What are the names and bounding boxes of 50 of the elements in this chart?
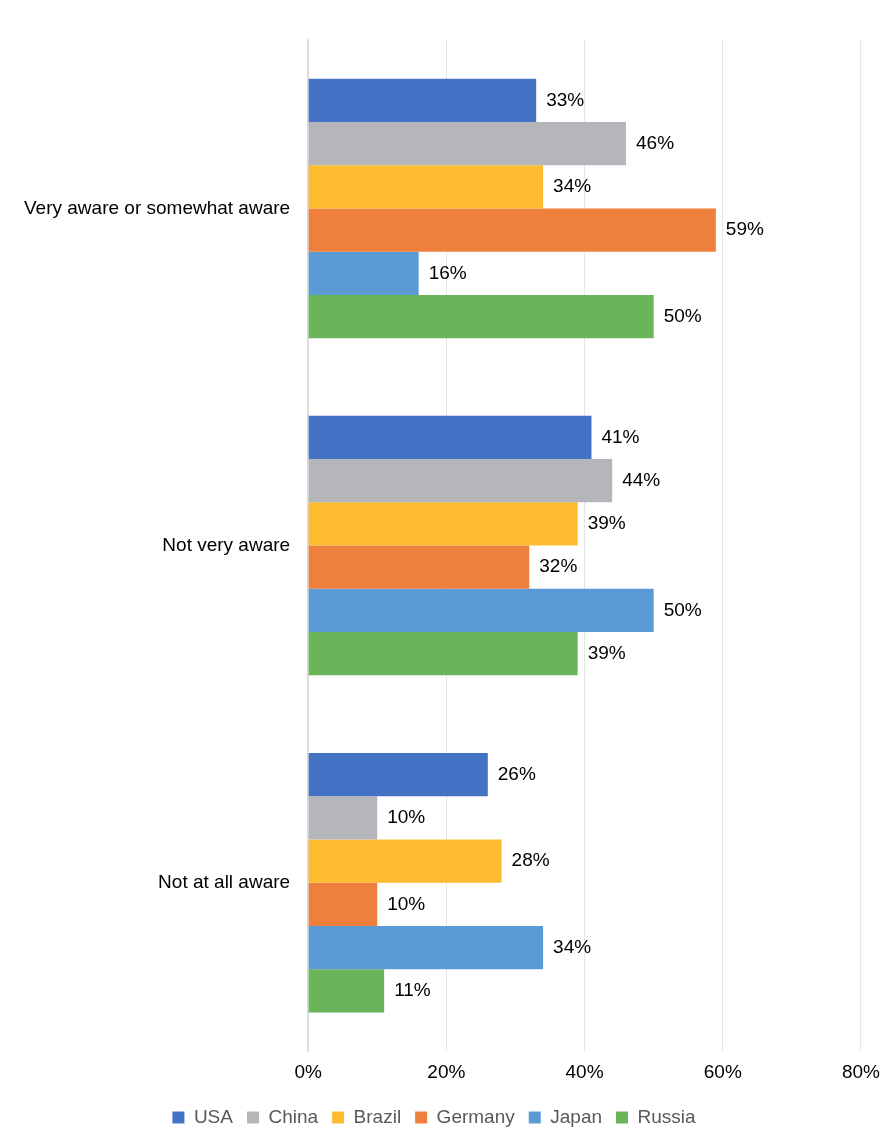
y-tick-label: Very aware or somewhat aware bbox=[24, 196, 291, 218]
data-label: 59% bbox=[725, 218, 764, 240]
data-label: 28% bbox=[511, 849, 550, 871]
data-label: 32% bbox=[539, 555, 578, 577]
bar bbox=[308, 969, 385, 1013]
bar bbox=[308, 165, 544, 209]
x-tick-label: 0% bbox=[294, 1060, 322, 1082]
legend-label: Brazil bbox=[353, 1105, 402, 1127]
data-label: 33% bbox=[546, 88, 585, 110]
x-tick-label: 40% bbox=[565, 1060, 604, 1082]
legend-label: USA bbox=[193, 1105, 234, 1127]
bar bbox=[308, 925, 544, 970]
data-label: 26% bbox=[497, 762, 536, 784]
data-label: 16% bbox=[428, 261, 467, 283]
legend-label: Russia bbox=[637, 1105, 697, 1127]
data-label: 39% bbox=[587, 641, 626, 663]
y-tick-label: Not very aware bbox=[162, 533, 291, 555]
bar bbox=[308, 122, 627, 166]
data-label: 50% bbox=[663, 304, 702, 326]
data-label: 10% bbox=[387, 892, 426, 914]
bar bbox=[308, 752, 488, 797]
x-tick-label: 80% bbox=[841, 1060, 881, 1082]
bar bbox=[308, 295, 654, 339]
legend-label: China bbox=[268, 1105, 319, 1127]
bar bbox=[308, 251, 419, 296]
bar bbox=[308, 796, 378, 840]
data-label: 50% bbox=[663, 598, 702, 620]
bar bbox=[308, 502, 578, 546]
y-tick-label: Not at all aware bbox=[158, 870, 291, 892]
x-tick-label: 60% bbox=[703, 1060, 742, 1082]
x-tick-label: 20% bbox=[427, 1060, 466, 1082]
bar bbox=[308, 588, 654, 633]
bar bbox=[308, 839, 502, 883]
data-label: 10% bbox=[387, 806, 426, 828]
bar bbox=[308, 882, 378, 926]
data-label: 39% bbox=[587, 512, 626, 534]
data-label: 46% bbox=[636, 131, 675, 153]
data-label: 34% bbox=[553, 935, 592, 957]
data-label: 44% bbox=[622, 468, 661, 490]
bar bbox=[308, 415, 592, 460]
data-label: 11% bbox=[394, 979, 431, 1001]
bar bbox=[308, 632, 578, 676]
bar bbox=[308, 459, 613, 503]
legend-label: Japan bbox=[550, 1105, 603, 1127]
data-label: 41% bbox=[601, 425, 640, 447]
data-label: 34% bbox=[553, 175, 592, 197]
bar bbox=[308, 545, 530, 589]
bar bbox=[308, 208, 716, 252]
legend-label: Germany bbox=[436, 1105, 516, 1127]
bar bbox=[308, 78, 537, 123]
